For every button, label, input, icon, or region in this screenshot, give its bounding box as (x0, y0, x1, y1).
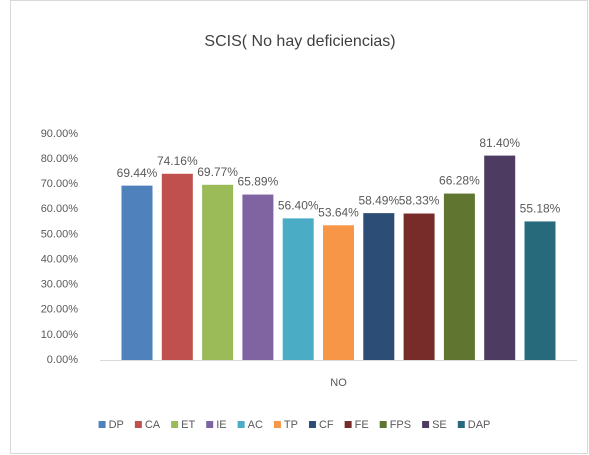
legend-swatch (134, 421, 142, 428)
y-tick-label: 50.00% (41, 228, 79, 240)
legend-swatch (344, 421, 352, 428)
bar (323, 225, 354, 360)
legend-swatch (171, 421, 179, 428)
y-tick-label: 90.00% (41, 128, 79, 140)
value-label: 74.16% (157, 154, 198, 168)
legend-label: TP (284, 419, 298, 431)
legend-swatch (308, 421, 316, 428)
bar (161, 173, 193, 360)
y-tick-label: 40.00% (41, 253, 79, 265)
bar (202, 184, 234, 360)
legend-label: CF (319, 419, 334, 431)
legend-label: CA (145, 419, 161, 431)
value-label: 65.89% (238, 175, 279, 189)
legend-swatch (237, 421, 245, 428)
bar (484, 155, 516, 360)
legend-label: SE (432, 419, 447, 431)
y-tick-label: 70.00% (41, 178, 79, 190)
legend-label: DAP (468, 419, 491, 431)
legend-swatch (98, 421, 106, 428)
legend-label: ET (181, 419, 195, 431)
y-tick-label: 30.00% (41, 279, 79, 291)
bar (524, 221, 556, 360)
value-label: 56.40% (278, 199, 319, 213)
legend-label: AC (248, 419, 263, 431)
x-tick-label: NO (330, 377, 347, 389)
value-label: 55.18% (520, 202, 561, 216)
legend-label: FPS (390, 419, 411, 431)
y-tick-label: 60.00% (41, 203, 79, 215)
bar (242, 194, 274, 360)
legend-label: IE (216, 419, 226, 431)
y-tick-label: 20.00% (41, 304, 79, 316)
legend-swatch (273, 421, 281, 428)
value-label: 69.77% (197, 165, 238, 179)
bar (403, 213, 435, 360)
legend-label: FE (355, 419, 369, 431)
legend-swatch (457, 421, 465, 428)
value-label: 53.64% (318, 205, 359, 219)
value-label: 66.28% (439, 174, 480, 188)
y-tick-label: 0.00% (47, 354, 78, 366)
bar (443, 193, 475, 360)
value-label: 81.40% (479, 136, 520, 150)
bar (282, 218, 314, 360)
value-label: 58.49% (358, 193, 399, 207)
y-tick-label: 10.00% (41, 329, 79, 341)
legend-label: DP (109, 419, 124, 431)
chart-title: SCIS( No hay deficiencias) (204, 33, 395, 50)
legend-swatch (379, 421, 387, 428)
legend-swatch (422, 421, 430, 428)
y-tick-label: 80.00% (41, 153, 79, 165)
bar (363, 213, 395, 360)
legend-swatch (206, 421, 214, 428)
value-label: 69.44% (117, 166, 158, 180)
bar (121, 185, 153, 360)
value-label: 58.33% (399, 194, 440, 208)
